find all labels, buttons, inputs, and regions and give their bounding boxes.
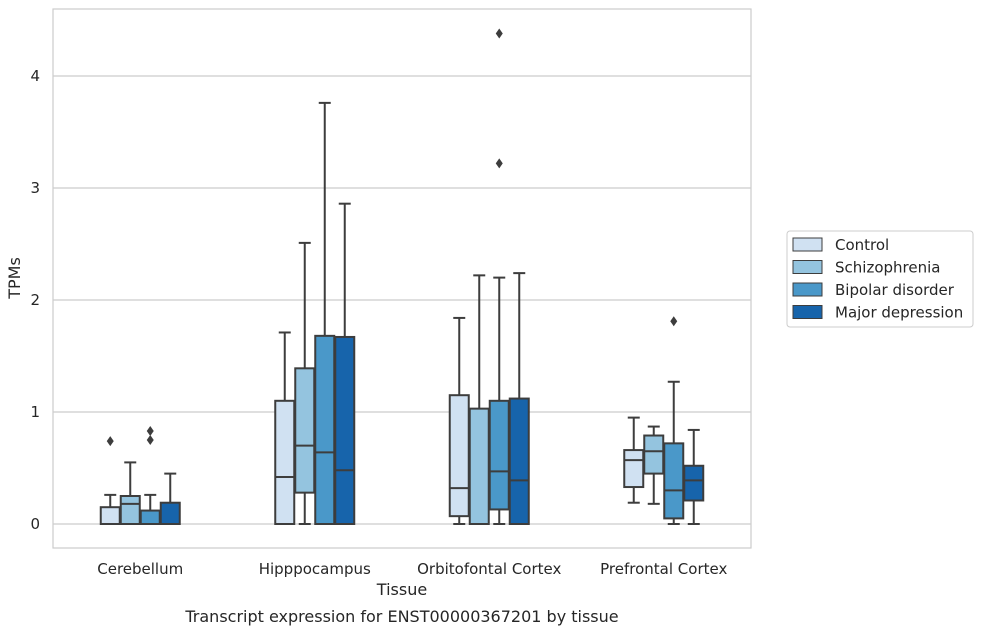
x-tick-label: Hipppocampus [259,560,371,578]
box-major-depression [334,202,356,525]
legend-swatch [792,260,823,274]
box-iqr [448,394,470,518]
x-tick-label: Prefrontal Cortex [600,560,727,578]
box-schizophrenia [643,425,665,505]
box-iqr [643,434,665,475]
y-tick-label: 0 [30,515,40,533]
box-major-depression [508,272,530,525]
legend-label: Schizophrenia [835,259,940,277]
legend-label: Major depression [835,304,963,322]
box-bipolar-disorder [488,28,510,525]
y-tick-label: 3 [30,179,40,197]
box-iqr [159,501,181,526]
box-iqr [119,495,141,525]
outlier-point [670,316,678,327]
box-iqr [663,442,685,520]
x-axis-title: Tissue [376,580,427,599]
boxes-layer [99,28,705,526]
y-tick-label: 2 [30,291,40,309]
legend: Control Schizophrenia Bipolar disorder Majo… [786,230,974,328]
outlier-point [495,158,503,169]
chart-caption: Transcript expression for ENST0000036720… [184,607,618,626]
x-tick-labels: Cerebellum Hipppocampus Orbitofontal Corte… [97,560,727,578]
box-iqr [294,367,316,494]
box-iqr [139,509,161,525]
box-control [99,436,121,526]
x-tick-label: Orbitofontal Cortex [417,560,561,578]
box-iqr [468,407,490,526]
y-axis-title: TPMs [5,257,24,300]
outlier-point [106,436,114,447]
outlier-point [146,435,154,445]
box-iqr [274,399,296,525]
y-tick-labels: 0 1 2 3 4 [30,67,40,533]
box-iqr [334,335,356,525]
legend-frame [786,230,974,328]
box-schizophrenia [294,241,316,525]
box-iqr [314,334,336,525]
box-iqr [488,399,510,511]
box-iqr [683,464,705,502]
box-iqr [99,506,121,526]
outlier-point [146,426,154,437]
box-major-depression [159,472,181,526]
box-bipolar-disorder [663,316,685,525]
y-tick-label: 1 [30,403,40,421]
box-control [274,331,296,525]
plot-frame [52,8,752,549]
box-iqr [623,449,645,489]
outlier-point [495,28,503,39]
box-major-depression [683,428,705,525]
x-tick-label: Cerebellum [97,560,183,578]
legend-swatch [792,305,823,319]
box-iqr [508,397,530,525]
y-tick-label: 4 [30,67,40,85]
legend-swatch [792,237,823,252]
legend-label: Bipolar disorder [835,281,955,299]
legend-swatch [792,282,823,297]
box-control [448,316,470,525]
legend-label: Control [835,236,889,254]
